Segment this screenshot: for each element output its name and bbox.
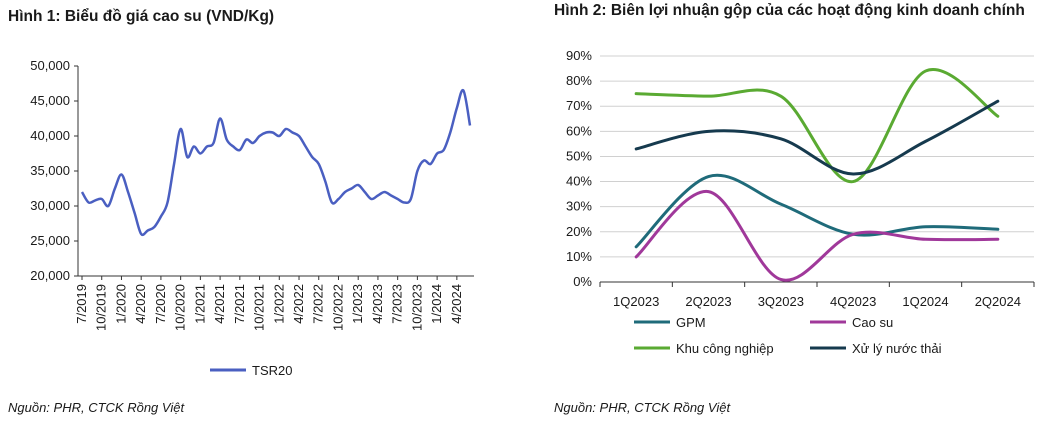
x-tick-label: 4/2022 bbox=[291, 284, 306, 324]
chart2-source: Nguồn: PHR, CTCK Rồng Việt bbox=[554, 400, 731, 415]
x-tick-label: 7/2023 bbox=[390, 284, 405, 324]
series-line-tsr20 bbox=[80, 88, 472, 237]
y-tick-label: 70% bbox=[566, 98, 592, 113]
x-tick-label: 1Q2023 bbox=[613, 294, 659, 309]
x-tick-label: 4Q2023 bbox=[830, 294, 876, 309]
x-tick-label: 3Q2023 bbox=[758, 294, 804, 309]
x-tick-label: 2Q2024 bbox=[975, 294, 1021, 309]
gross-margin-chart: 0% 10% 20% 30% 40% 50% 60% 70% 80% 90% 1Q2023 2Q202… bbox=[566, 48, 1035, 356]
chart2-title: Hình 2: Biên lợi nhuận gộp của các hoạt … bbox=[554, 2, 1025, 19]
y-tick-label: 25,000 bbox=[30, 233, 70, 248]
series-line-gpm bbox=[634, 173, 1000, 249]
y-tick-label: 30% bbox=[566, 199, 592, 214]
x-tick-label: 1/2024 bbox=[429, 284, 444, 324]
legend-label-khu-cong-nghiep: Khu công nghiệp bbox=[676, 341, 774, 356]
y-tick-label: 50,000 bbox=[30, 58, 70, 73]
x-tick-label: 4/2024 bbox=[449, 284, 464, 324]
y-tick-label: 45,000 bbox=[30, 93, 70, 108]
y-tick-label: 40,000 bbox=[30, 128, 70, 143]
chart1-source: Nguồn: PHR, CTCK Rồng Việt bbox=[8, 400, 185, 415]
x-tick-label: 10/2021 bbox=[252, 284, 267, 331]
y-tick-label: 30,000 bbox=[30, 198, 70, 213]
series-line-cao-su bbox=[634, 190, 1000, 282]
y-tick-label: 90% bbox=[566, 48, 592, 63]
x-tick-label: 4/2020 bbox=[133, 284, 148, 324]
legend-label-gpm: GPM bbox=[676, 315, 706, 330]
x-tick-label: 1/2022 bbox=[271, 284, 286, 324]
x-tick-label: 4/2021 bbox=[212, 284, 227, 324]
x-tick-label: 10/2022 bbox=[330, 284, 345, 331]
x-tick-label: 7/2022 bbox=[311, 284, 326, 324]
y-tick-label: 50% bbox=[566, 148, 592, 163]
x-tick-label: 4/2023 bbox=[370, 284, 385, 324]
chart1-title: Hình 1: Biểu đồ giá cao su (VND/Kg) bbox=[8, 8, 275, 25]
x-tick-label: 1Q2024 bbox=[902, 294, 948, 309]
series-line-xu-ly-nuoc-thai bbox=[634, 99, 1000, 176]
y-tick-label: 0% bbox=[573, 274, 592, 289]
x-tick-label: 1/2023 bbox=[350, 284, 365, 324]
x-tick-label: 7/2021 bbox=[232, 284, 247, 324]
x-tick-label: 7/2019 bbox=[74, 284, 89, 324]
y-tick-label: 35,000 bbox=[30, 163, 70, 178]
y-tick-label: 10% bbox=[566, 249, 592, 264]
y-tick-label: 20% bbox=[566, 224, 592, 239]
x-tick-label: 7/2020 bbox=[153, 284, 168, 324]
x-tick-label: 10/2023 bbox=[409, 284, 424, 331]
series-line-khu-cong-nghiep bbox=[634, 68, 1000, 184]
legend-label-cao-su: Cao su bbox=[852, 315, 893, 330]
x-tick-label: 2Q2023 bbox=[685, 294, 731, 309]
rubber-price-chart: 20,000 25,000 30,000 35,000 40,000 45,000 50,0… bbox=[30, 58, 474, 378]
x-tick-label: 10/2020 bbox=[173, 284, 188, 331]
y-tick-label: 40% bbox=[566, 174, 592, 189]
y-tick-label: 60% bbox=[566, 123, 592, 138]
x-tick-label: 1/2020 bbox=[113, 284, 128, 324]
y-tick-label: 80% bbox=[566, 73, 592, 88]
legend-label-tsr20: TSR20 bbox=[252, 363, 292, 378]
x-tick-label: 1/2021 bbox=[192, 284, 207, 324]
y-tick-label: 20,000 bbox=[30, 268, 70, 283]
rubber-price-chart-panel: Hình 1: Biểu đồ giá cao su (VND/Kg) 20,0… bbox=[0, 0, 520, 421]
gross-margin-chart-panel: Hình 2: Biên lợi nhuận gộp của các hoạt … bbox=[530, 0, 1053, 421]
x-tick-label: 10/2019 bbox=[94, 284, 109, 331]
legend-label-xu-ly-nuoc-thai: Xử lý nước thải bbox=[852, 341, 942, 356]
